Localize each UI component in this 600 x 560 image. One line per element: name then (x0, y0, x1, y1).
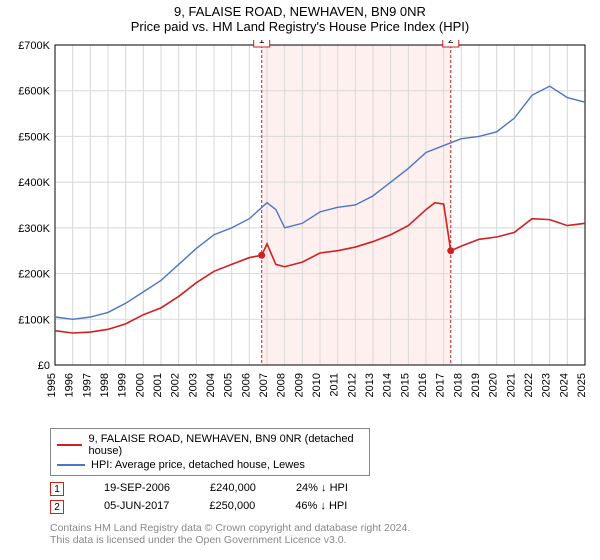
sale-delta: 24% ↓ HPI (296, 482, 348, 496)
legend-label: HPI: Average price, detached house, Lewe… (91, 459, 305, 471)
sale-price: £240,000 (210, 482, 256, 496)
svg-text:2004: 2004 (205, 373, 217, 397)
legend-item-property: 9, FALAISE ROAD, NEWHAVEN, BN9 0NR (deta… (57, 432, 363, 458)
svg-text:£200K: £200K (18, 269, 50, 281)
svg-text:2000: 2000 (134, 373, 146, 397)
chart: £0 £100K £200K £300K £400K £500K £600K £700K 199… (10, 40, 590, 420)
svg-text:2014: 2014 (382, 373, 394, 397)
svg-text:2013: 2013 (364, 373, 376, 397)
svg-text:£500K: £500K (18, 131, 50, 143)
svg-text:2003: 2003 (187, 373, 199, 397)
svg-text:2018: 2018 (452, 373, 464, 397)
svg-text:2020: 2020 (488, 373, 500, 397)
svg-text:2025: 2025 (576, 373, 588, 397)
svg-text:2016: 2016 (417, 373, 429, 397)
svg-text:£700K: £700K (18, 40, 50, 52)
sale-record: 1 19-SEP-2006 £240,000 24% ↓ HPI (50, 480, 590, 498)
svg-text:2001: 2001 (152, 373, 164, 397)
sale-date: 05-JUN-2017 (104, 500, 169, 514)
svg-text:1997: 1997 (81, 373, 93, 397)
svg-text:1: 1 (259, 40, 265, 46)
svg-text:£0: £0 (38, 360, 50, 372)
svg-text:2010: 2010 (311, 373, 323, 397)
svg-text:£300K: £300K (18, 223, 50, 235)
svg-text:1998: 1998 (99, 373, 111, 397)
sale-delta: 46% ↓ HPI (295, 500, 347, 514)
svg-text:2012: 2012 (346, 373, 358, 397)
footer-attribution: Contains HM Land Registry data © Crown c… (50, 522, 590, 546)
svg-text:£100K: £100K (18, 314, 50, 326)
svg-text:2002: 2002 (170, 373, 182, 397)
svg-text:2021: 2021 (505, 373, 517, 397)
footer-line1: Contains HM Land Registry data © Crown c… (50, 522, 590, 534)
svg-text:2005: 2005 (223, 373, 235, 397)
page-title-address: 9, FALAISE ROAD, NEWHAVEN, BN9 0NR (10, 4, 590, 19)
sale-date: 19-SEP-2006 (104, 482, 170, 496)
svg-text:£400K: £400K (18, 177, 50, 189)
svg-text:2007: 2007 (258, 373, 270, 397)
svg-text:2017: 2017 (435, 373, 447, 397)
svg-text:2009: 2009 (293, 373, 305, 397)
svg-text:2006: 2006 (240, 373, 252, 397)
svg-text:2015: 2015 (399, 373, 411, 397)
svg-text:2011: 2011 (329, 373, 341, 397)
svg-text:2022: 2022 (523, 373, 535, 397)
footer-line2: This data is licensed under the Open Gov… (50, 534, 590, 546)
svg-text:2019: 2019 (470, 373, 482, 397)
legend-item-hpi: HPI: Average price, detached house, Lewe… (57, 458, 363, 472)
sale-price: £250,000 (209, 500, 255, 514)
svg-text:2: 2 (448, 40, 454, 46)
legend: 9, FALAISE ROAD, NEWHAVEN, BN9 0NR (deta… (50, 428, 370, 476)
sale-record: 2 05-JUN-2017 £250,000 46% ↓ HPI (50, 498, 590, 516)
svg-text:1996: 1996 (64, 373, 76, 397)
legend-label: 9, FALAISE ROAD, NEWHAVEN, BN9 0NR (deta… (88, 433, 363, 457)
svg-text:£600K: £600K (18, 86, 50, 98)
sale-marker-icon: 1 (50, 482, 64, 496)
svg-text:2008: 2008 (276, 373, 288, 397)
page-subtitle: Price paid vs. HM Land Registry's House … (10, 19, 590, 34)
svg-text:1999: 1999 (117, 373, 129, 397)
sale-marker-icon: 2 (50, 500, 64, 514)
svg-text:2023: 2023 (541, 373, 553, 397)
svg-text:2024: 2024 (558, 373, 570, 397)
svg-text:1995: 1995 (46, 373, 58, 397)
